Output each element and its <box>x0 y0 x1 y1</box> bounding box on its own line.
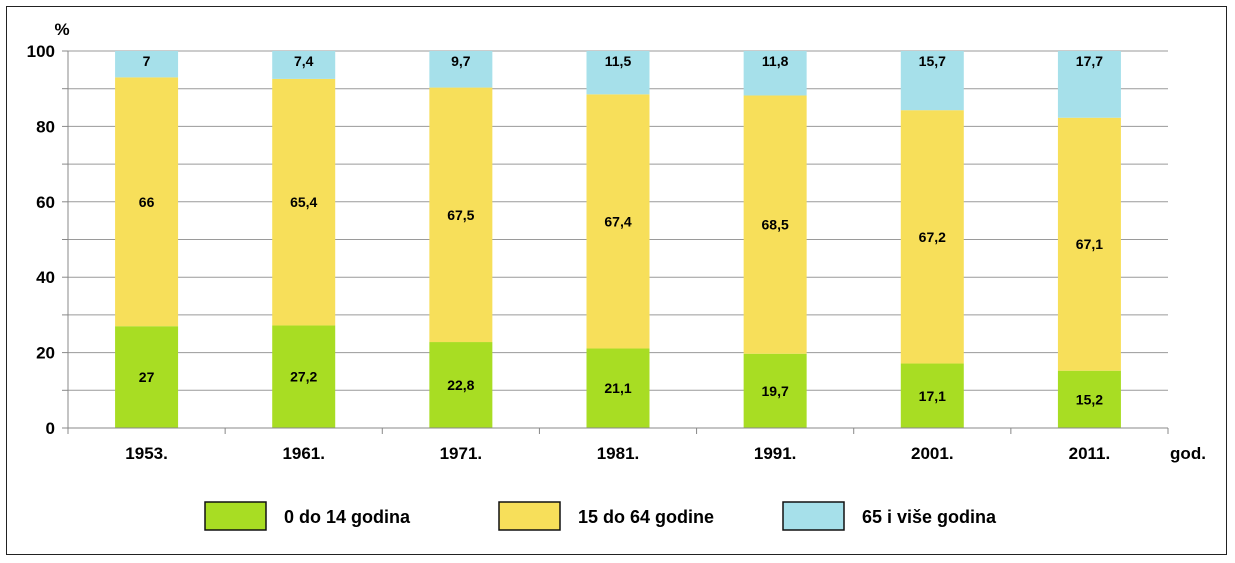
data-label: 11,8 <box>762 53 789 69</box>
data-label: 66 <box>139 194 155 210</box>
bar-segment <box>429 51 493 88</box>
data-label: 19,7 <box>762 383 789 399</box>
data-label: 21,1 <box>604 380 631 396</box>
legend-swatch <box>498 501 561 531</box>
legend: 0 do 14 godina 15 do 64 godine 65 i više g… <box>204 501 997 531</box>
bar-segment <box>743 51 807 96</box>
data-label: 9,7 <box>451 53 471 69</box>
bar-segment <box>1057 51 1121 118</box>
data-label: 67,4 <box>604 213 631 229</box>
bar-segment <box>1057 370 1121 428</box>
bar-segment <box>429 87 493 343</box>
y-tick-label: 0 <box>46 419 55 438</box>
x-tick-label: 1991. <box>754 444 797 463</box>
y-tick-label: 100 <box>27 42 55 61</box>
legend-swatch <box>204 501 267 531</box>
bar-segment <box>900 110 964 364</box>
y-tick-label: 40 <box>36 268 55 287</box>
x-tick-labels: 1953. 1961. 1971. 1981. 1991. 2001. 2011. <box>125 444 1110 463</box>
x-tick-label: 1961. <box>282 444 325 463</box>
data-label: 67,5 <box>447 207 474 223</box>
data-label: 7,4 <box>294 53 314 69</box>
bar-segment <box>586 348 650 428</box>
bar-segment <box>743 95 807 354</box>
legend-label: 15 do 64 godine <box>578 507 714 527</box>
bar-segment <box>272 51 336 79</box>
bar-segment <box>272 78 336 326</box>
data-label: 67,1 <box>1076 236 1103 252</box>
y-axis-label: % <box>54 20 69 39</box>
data-label: 22,8 <box>447 377 474 393</box>
data-label: 67,2 <box>919 229 946 245</box>
data-label: 65,4 <box>290 194 317 210</box>
bar-segment <box>115 77 179 327</box>
bar-segment <box>586 94 650 349</box>
legend-swatch <box>782 501 845 531</box>
y-tick-label: 20 <box>36 344 55 363</box>
bar-segment <box>115 326 179 428</box>
bar-segment <box>586 51 650 95</box>
bar-segment <box>900 363 964 428</box>
bar-segment <box>272 325 336 428</box>
bars: 27 66 7 27,2 65,4 7,4 22,8 67,5 9,7 21,1 67,4 11,5 1… <box>115 51 1121 428</box>
data-label: 27,2 <box>290 369 317 385</box>
x-tick-label: 1981. <box>597 444 640 463</box>
data-label: 17,7 <box>1076 53 1103 69</box>
x-tick-label: 1971. <box>440 444 483 463</box>
data-label: 27 <box>139 369 155 385</box>
bar-segment <box>1057 117 1121 371</box>
x-axis-label: god. <box>1170 444 1206 463</box>
bar-segment <box>743 353 807 428</box>
data-label: 17,1 <box>919 388 946 404</box>
y-tick-labels: 0 20 40 60 80 100 <box>27 42 55 438</box>
axes <box>62 50 1169 434</box>
bar-segment <box>429 342 493 428</box>
data-label: 11,5 <box>605 53 632 69</box>
x-tick-label: 2001. <box>911 444 954 463</box>
data-label: 7 <box>143 53 151 69</box>
y-tick-label: 80 <box>36 117 55 136</box>
bar-segment <box>115 51 179 78</box>
data-label: 15,7 <box>919 53 946 69</box>
x-tick-label: 2011. <box>1069 444 1111 463</box>
data-label: 15,2 <box>1076 391 1103 407</box>
data-label: 68,5 <box>762 217 789 233</box>
legend-label: 65 i više godina <box>862 507 997 527</box>
x-tick-label: 1953. <box>125 444 168 463</box>
legend-label: 0 do 14 godina <box>284 507 411 527</box>
y-tick-label: 60 <box>36 193 55 212</box>
bar-segment <box>900 51 964 111</box>
